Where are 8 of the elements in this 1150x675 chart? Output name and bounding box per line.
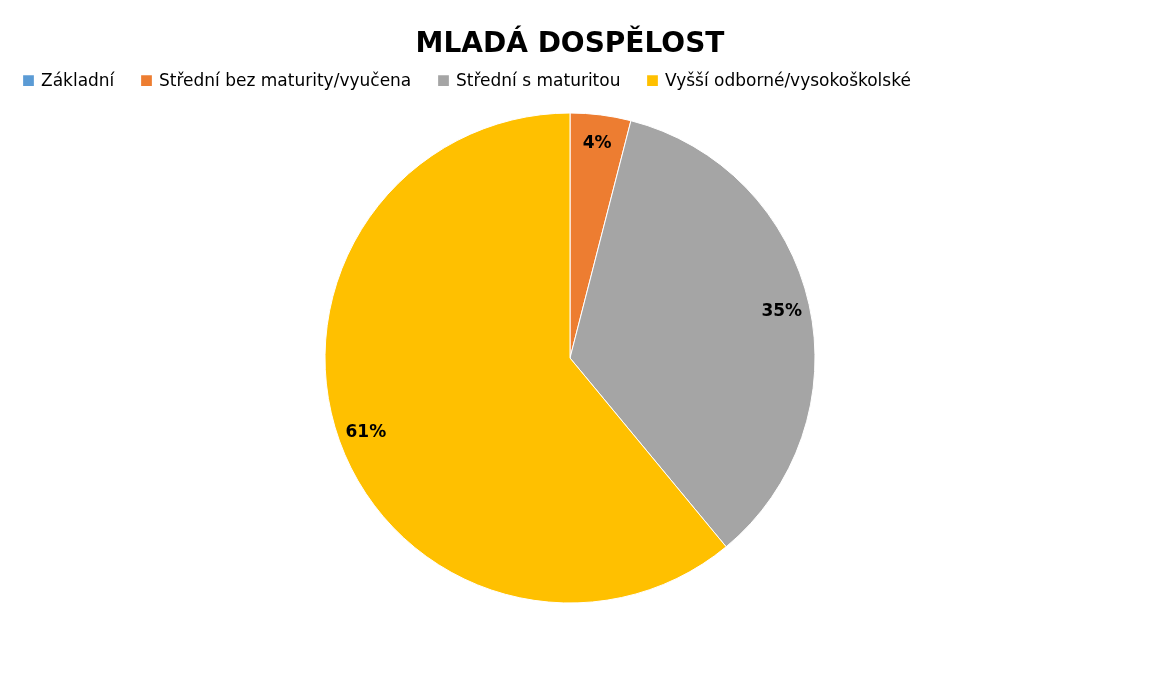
legend-label: Vyšší odborné/vysokoškolské — [665, 69, 911, 90]
data-label: 61% — [345, 420, 387, 441]
chart-title: MLADÁ DOSPĚLOST — [415, 25, 725, 59]
legend-label: Střední bez maturity/vyučena — [159, 69, 412, 90]
data-label: 4% — [582, 131, 612, 152]
legend-label: Střední s maturitou — [456, 69, 621, 90]
legend-label: Základní — [41, 69, 116, 90]
data-label: 35% — [761, 299, 803, 320]
